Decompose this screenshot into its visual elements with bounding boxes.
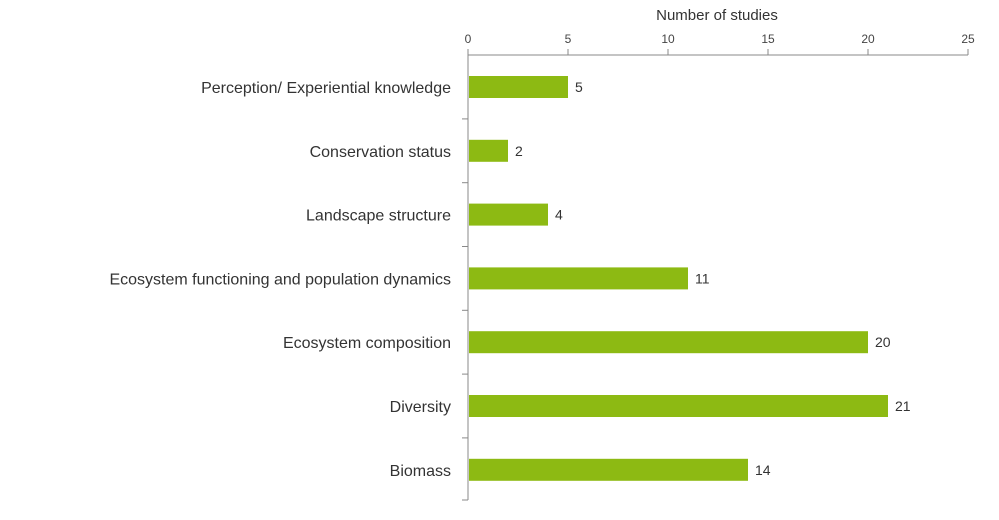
data-label-5: 21 bbox=[895, 398, 911, 414]
x-tick-label-1: 5 bbox=[565, 32, 572, 46]
axes bbox=[462, 49, 969, 501]
data-label-0: 5 bbox=[575, 79, 583, 95]
category-label-0: Perception/ Experiential knowledge bbox=[201, 80, 451, 97]
category-label-1: Conservation status bbox=[310, 144, 451, 161]
bar-5 bbox=[469, 395, 888, 417]
data-label-2: 4 bbox=[555, 207, 563, 223]
data-label-3: 11 bbox=[695, 270, 710, 286]
category-label-6: Biomass bbox=[390, 463, 451, 480]
data-label-4: 20 bbox=[875, 334, 891, 350]
bars bbox=[469, 76, 888, 481]
x-tick-label-3: 15 bbox=[761, 32, 775, 46]
data-label-1: 2 bbox=[515, 143, 523, 159]
labels: 0 5 10 15 20 25 5 Perception/ Experiential know… bbox=[109, 32, 975, 480]
bar-3 bbox=[469, 267, 688, 290]
bar-1 bbox=[469, 139, 508, 162]
x-tick-label-5: 25 bbox=[961, 32, 975, 46]
data-label-6: 14 bbox=[755, 462, 771, 478]
x-tick-label-4: 20 bbox=[861, 32, 875, 46]
category-label-4: Ecosystem composition bbox=[283, 335, 451, 352]
category-label-3: Ecosystem functioning and population dyn… bbox=[109, 271, 451, 288]
category-label-5: Diversity bbox=[390, 399, 451, 416]
x-tick-label-2: 10 bbox=[661, 32, 675, 46]
category-label-2: Landscape structure bbox=[306, 208, 451, 225]
bar-2 bbox=[469, 203, 548, 226]
bar-4 bbox=[469, 331, 868, 354]
x-axis-title: Number of studies bbox=[656, 7, 778, 24]
bar-6 bbox=[469, 458, 748, 481]
bar-0 bbox=[469, 76, 568, 98]
x-tick-label-0: 0 bbox=[465, 32, 472, 46]
